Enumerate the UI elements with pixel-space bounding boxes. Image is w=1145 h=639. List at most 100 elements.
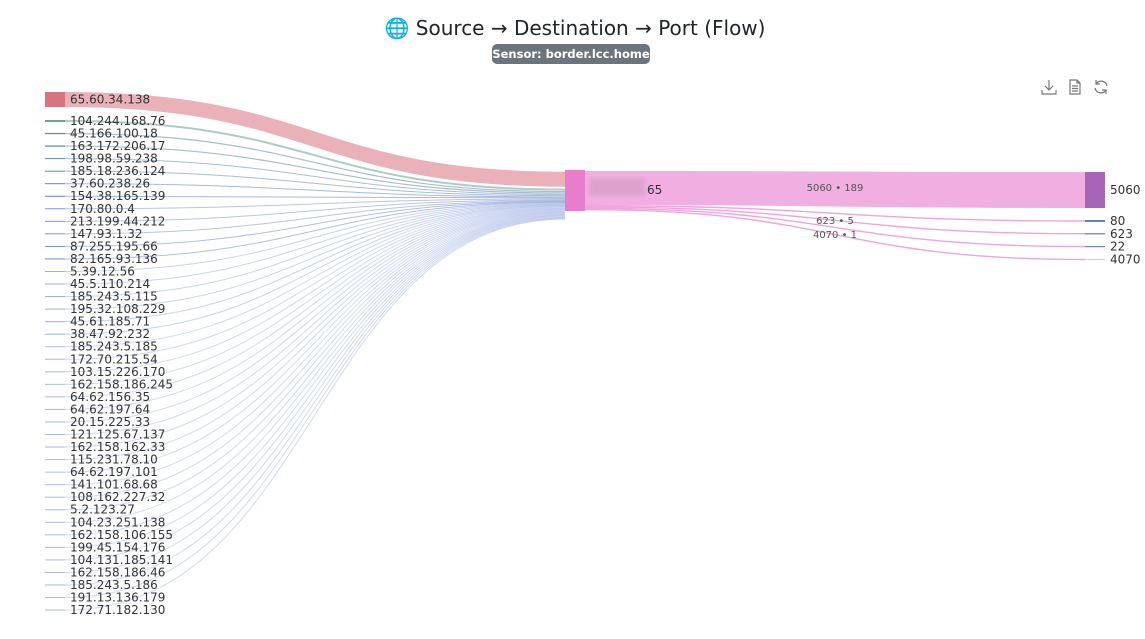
source-node [45, 183, 65, 185]
source-label: 162.158.162.33 [70, 440, 165, 454]
source-label: 5.2.123.27 [70, 503, 135, 517]
port-label: 623 [1110, 227, 1133, 241]
source-label: 199.45.154.176 [70, 540, 165, 554]
port-node [1085, 172, 1105, 208]
source-node [45, 233, 65, 235]
source-node [45, 383, 65, 385]
source-label: 185.18.236.124 [70, 164, 165, 178]
source-label: 38.47.92.232 [70, 327, 150, 341]
refresh-icon[interactable] [1092, 78, 1110, 96]
source-link [64, 200, 566, 235]
port-link [584, 204, 1086, 222]
source-link [64, 206, 566, 360]
source-node [45, 258, 65, 260]
source-link [64, 212, 566, 486]
source-node [45, 597, 65, 599]
link-label: 623 • 5 [816, 216, 854, 227]
source-node [45, 446, 65, 448]
port-link [584, 208, 1086, 261]
port-node [1085, 246, 1105, 248]
source-label: 162.158.186.245 [70, 377, 173, 391]
source-link [64, 132, 566, 193]
source-node [45, 158, 65, 160]
link-label: 5060 • 189 [807, 183, 864, 194]
source-node [45, 170, 65, 172]
source-link [64, 204, 566, 323]
source-link [64, 209, 566, 410]
source-node [45, 358, 65, 360]
source-link [64, 216, 566, 561]
source-node [45, 371, 65, 373]
source-label: 170.80.0.4 [70, 202, 135, 216]
globe-icon: 🌐 [384, 16, 410, 40]
source-link [64, 211, 566, 461]
source-label: 45.5.110.214 [70, 277, 150, 291]
source-node [45, 459, 65, 461]
nodes-layer [45, 92, 1105, 611]
source-label: 104.23.251.138 [70, 515, 165, 529]
source-label: 5.39.12.56 [70, 264, 135, 278]
source-link [64, 206, 566, 348]
source-node [45, 296, 65, 298]
source-label: 45.166.100.18 [70, 127, 158, 141]
source-label: 185.243.5.186 [70, 578, 158, 592]
source-link [64, 212, 566, 473]
port-node [1085, 220, 1105, 222]
source-label: 37.60.238.26 [70, 177, 150, 191]
source-node [45, 534, 65, 536]
source-label: 64.62.197.101 [70, 465, 158, 479]
port-label: 4070 [1110, 253, 1141, 267]
source-link [64, 208, 566, 398]
source-link [64, 203, 566, 285]
source-node [45, 484, 65, 486]
source-node [45, 132, 65, 135]
source-label: 115.231.78.10 [70, 453, 158, 467]
source-link [64, 203, 566, 298]
destination-label: 65 [647, 183, 662, 197]
source-label: 172.70.215.54 [70, 352, 158, 366]
source-link [64, 209, 566, 423]
document-icon[interactable] [1066, 78, 1084, 96]
source-label: 162.158.106.155 [70, 528, 173, 542]
source-label: 64.62.156.35 [70, 390, 150, 404]
source-node [45, 421, 65, 423]
source-link [64, 199, 566, 222]
source-link [64, 218, 566, 611]
source-link [64, 145, 566, 194]
source-link [64, 92, 566, 187]
download-icon[interactable] [1040, 78, 1058, 96]
source-link [64, 158, 566, 195]
source-link [64, 202, 566, 272]
source-node [45, 434, 65, 435]
source-link [64, 183, 566, 198]
source-node [45, 333, 65, 335]
source-label: 162.158.186.46 [70, 565, 165, 579]
source-link [64, 217, 566, 586]
source-link [64, 204, 566, 310]
source-label: 108.162.227.32 [70, 490, 165, 504]
links-layer [64, 92, 1086, 611]
source-link [64, 205, 566, 335]
chart-toolbar [1040, 78, 1110, 96]
source-link [64, 215, 566, 536]
source-node [45, 546, 65, 548]
source-node [45, 270, 65, 272]
source-node [45, 396, 65, 398]
port-node [1085, 233, 1105, 235]
source-node [45, 245, 65, 247]
source-label: 87.255.195.66 [70, 239, 158, 253]
source-node [45, 496, 65, 498]
source-label: 185.243.5.185 [70, 340, 158, 354]
source-node [45, 609, 65, 611]
sensor-badge: Sensor: border.lcc.home [492, 44, 650, 64]
source-node [45, 145, 65, 147]
source-link [64, 215, 566, 548]
source-label: 82.165.93.136 [70, 252, 158, 266]
source-label: 147.93.1.32 [70, 227, 143, 241]
port-label: 22 [1110, 240, 1125, 254]
source-label: 172.71.182.130 [70, 603, 165, 617]
source-label: 198.98.59.238 [70, 152, 158, 166]
source-label: 121.125.67.137 [70, 428, 165, 442]
source-link [64, 201, 566, 247]
source-link [64, 120, 566, 191]
